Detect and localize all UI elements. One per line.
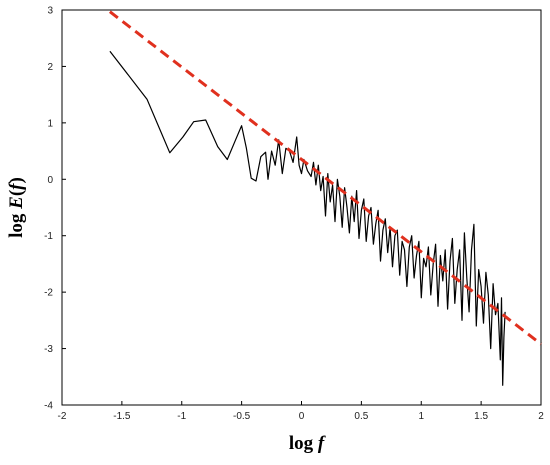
spectrum-series [109, 50, 506, 386]
x-tick-label: -0.5 [233, 411, 251, 422]
x-tick-label: 0 [299, 411, 305, 422]
y-tick-label: 2 [47, 62, 53, 73]
x-tick-label: 2 [538, 411, 544, 422]
y-tick-label: 0 [47, 175, 53, 186]
x-tick-label: 0.5 [354, 411, 368, 422]
plot-frame [61, 9, 542, 406]
y-tick-label: -4 [44, 401, 53, 412]
y-tick-label: -3 [44, 344, 53, 355]
x-tick-label: -1.5 [113, 411, 131, 422]
y-tick-label: -2 [44, 288, 53, 299]
y-tick-label: 3 [47, 6, 53, 17]
y-tick-label: -1 [44, 231, 53, 242]
x-tick-label: 1 [418, 411, 424, 422]
x-tick-label: -1 [177, 411, 186, 422]
x-tick-label: -2 [58, 411, 67, 422]
x-tick-label: 1.5 [474, 411, 488, 422]
y-tick-label: 1 [47, 118, 53, 129]
x-axis-label: log f [289, 433, 326, 454]
fit-line-series [108, 10, 542, 346]
y-axis-label: log E(f) [6, 177, 27, 238]
